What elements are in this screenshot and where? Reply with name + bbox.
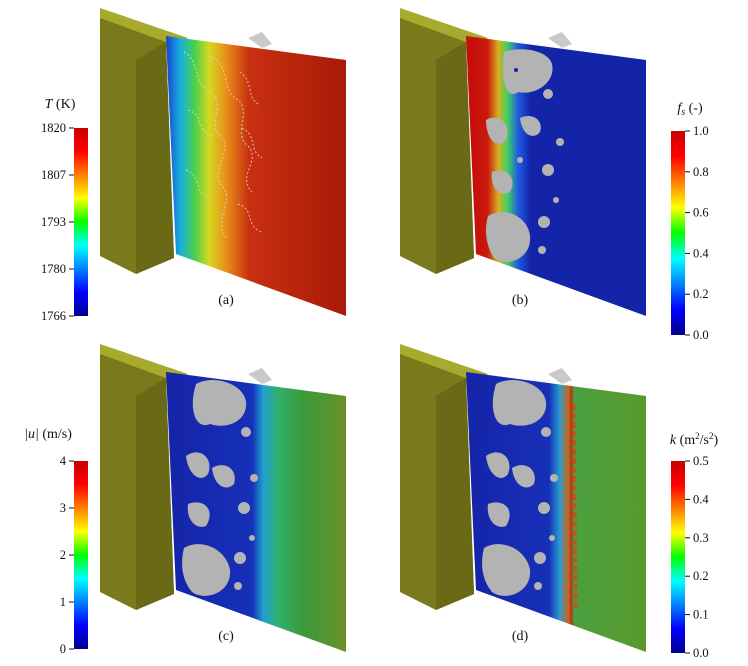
colorbar-tick-label: 1780 (41, 262, 66, 276)
colorbar-gradient (74, 128, 88, 316)
colorbar-tick-label: 0 (60, 642, 66, 656)
colorbar-tick-label: 1.0 (693, 124, 709, 138)
mould-top (400, 344, 488, 384)
colorbar-tick-label: 0.2 (693, 287, 709, 301)
solid-islands (482, 380, 558, 596)
colorbar-gradient (671, 131, 685, 335)
mould-top (400, 8, 488, 48)
colorbar-title: fs (-) (677, 101, 703, 118)
colorbar-ticks: 1.0 0.8 0.6 0.4 0.2 0.0 (685, 124, 709, 342)
panel-d: (d) (400, 344, 646, 652)
caption-b: (b) (512, 293, 529, 308)
strand-surface (166, 36, 346, 316)
panel-a: (a) (100, 8, 346, 316)
colorbar-tick-label: 0.4 (693, 492, 709, 506)
panel-b: (b) (400, 8, 646, 316)
colorbar-tick-label: 1807 (41, 168, 66, 182)
sen-nozzle (548, 32, 572, 48)
mould-top (100, 344, 188, 384)
caption-d: (d) (512, 629, 529, 644)
solid-islands (182, 380, 258, 596)
colorbar-gradient (74, 461, 88, 649)
colorbar-tick-label: 4 (60, 454, 67, 468)
sen-nozzle (248, 368, 272, 384)
tke-hotspot (572, 403, 578, 611)
solidification-contours (183, 51, 263, 239)
panel-c: (c) (100, 344, 346, 652)
mould-shade (436, 42, 474, 274)
mould-shade (436, 378, 474, 610)
nozzle-hole (514, 68, 518, 72)
colorbar-tick-label: 3 (60, 501, 66, 515)
colorbar-tke: k (m2/s2) 0.5 0.4 0.3 0.2 0.1 0.0 (670, 431, 719, 660)
solid-islands (486, 49, 564, 262)
sen-nozzle (548, 368, 572, 384)
caption-c: (c) (218, 629, 234, 644)
colorbar-tick-label: 2 (60, 548, 66, 562)
colorbar-tick-label: 0.0 (693, 328, 709, 342)
colorbar-tick-label: 1820 (41, 121, 66, 135)
colorbar-ticks: 1820 1807 1793 1780 1766 (41, 121, 74, 323)
mould-shade (136, 42, 174, 274)
colorbar-temperature: T (K) 1820 1807 1793 1780 1766 (41, 97, 88, 323)
colorbar-title: |u| (m/s) (24, 427, 72, 442)
colorbar-tick-label: 0.8 (693, 165, 709, 179)
mould-top (100, 8, 188, 48)
colorbar-tick-label: 0.0 (693, 646, 709, 660)
sen-nozzle (248, 32, 272, 48)
colorbar-title: T (K) (45, 97, 76, 112)
colorbar-solid-fraction: fs (-) 1.0 0.8 0.6 0.4 0.2 0.0 (671, 101, 709, 342)
colorbar-tick-label: 0.3 (693, 531, 709, 545)
colorbar-tick-label: 0.5 (693, 454, 709, 468)
colorbar-tick-label: 1 (60, 595, 66, 609)
colorbar-title: k (m2/s2) (670, 431, 719, 448)
colorbar-ticks: 0.5 0.4 0.3 0.2 0.1 0.0 (685, 454, 709, 660)
colorbar-tick-label: 0.4 (693, 246, 709, 260)
mould-shade (136, 378, 174, 610)
colorbar-tick-label: 1793 (41, 215, 66, 229)
colorbar-tick-label: 1766 (41, 309, 66, 323)
colorbar-ticks: 4 3 2 1 0 (60, 454, 74, 656)
colorbar-tick-label: 0.2 (693, 569, 709, 583)
colorbar-tick-label: 0.1 (693, 608, 709, 622)
colorbar-gradient (671, 461, 685, 653)
colorbar-velocity: |u| (m/s) 4 3 2 1 0 (24, 427, 88, 656)
caption-a: (a) (218, 293, 234, 308)
colorbar-tick-label: 0.6 (693, 206, 709, 220)
